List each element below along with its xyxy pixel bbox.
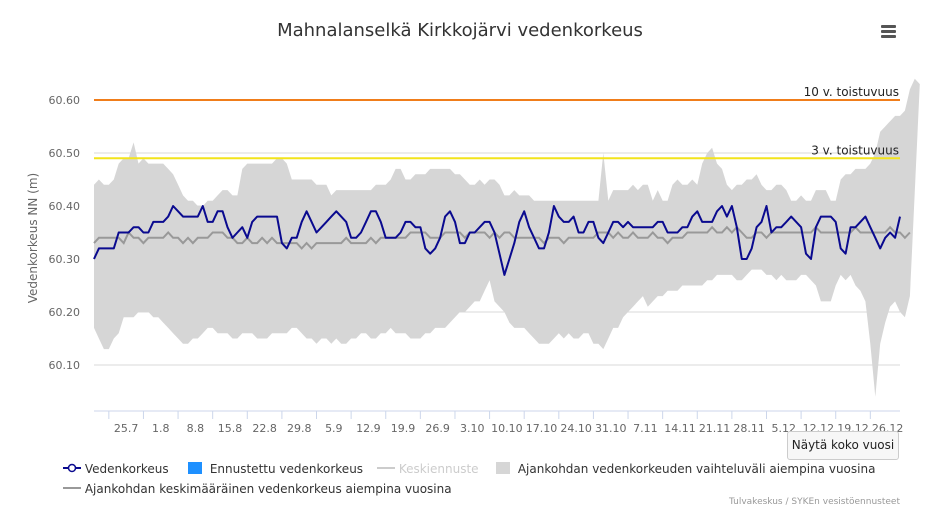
line-marker-icon [63,463,81,473]
x-tick-label: 22.8 [252,422,277,435]
y-tick-label: 60.30 [49,253,81,266]
x-tick-label: 7.11 [633,422,658,435]
legend-label: Vedenkorkeus [84,462,169,476]
average-line [93,225,911,250]
y-tick-label: 60.10 [49,359,81,372]
hamburger-menu-icon-bar [881,35,896,38]
hamburger-menu-icon-bar [881,30,896,33]
legend-label: Ajankohdan keskimääräinen vedenkorkeus a… [84,482,452,496]
line-icon [377,467,395,469]
x-tick-label: 17.10 [526,422,558,435]
legend-item-median-forecast[interactable]: Keskiennuste [377,462,479,476]
x-tick-label: 19.9 [391,422,416,435]
legend-label: Ennustettu vedenkorkeus [209,462,364,476]
x-axis-ticks: 25.7 1.8 8.8 15.8 22.8 29.8 5.9 12.9 19.9 26.9 3.1… [94,410,903,435]
x-tick-label: 21.11 [699,422,731,435]
legend-label: Keskiennuste [398,462,479,476]
average-line-group [93,225,911,250]
x-tick-label: 8.8 [187,422,205,435]
legend-item-forecast[interactable]: Ennustettu vedenkorkeus [188,462,363,476]
x-tick-label: 14.11 [664,422,696,435]
x-tick-label: 12.9 [356,422,381,435]
range-area-group [94,78,920,397]
x-tick-label: 28.11 [733,422,765,435]
x-tick-label: 24.10 [560,422,592,435]
square-swatch-icon [188,462,202,474]
threshold-label: 10 v. toistuvuus [804,85,899,99]
line-icon [63,487,81,489]
x-tick-label: 10.10 [491,422,523,435]
x-tick-label: 5.9 [325,422,343,435]
observed-line-group [93,205,901,276]
x-tick-label: 29.8 [287,422,312,435]
x-tick-label: 3.10 [460,422,485,435]
threshold-lines: 10 v. toistuvuus 3 v. toistuvuus [94,85,900,160]
y-tick-label: 60.60 [49,94,81,107]
credits-link[interactable]: Tulvakeskus / SYKEn vesistöennusteet [729,497,900,507]
x-tick-label: 15.8 [218,422,243,435]
chart-title: Mahnalanselkä Kirkkojärvi vedenkorkeus [277,20,643,41]
hamburger-menu-icon [881,25,896,28]
y-tick-label: 60.40 [49,200,81,213]
y-axis-title: Vedenkorkeus NN (m) [26,173,40,303]
show-full-year-button[interactable]: Näytä koko vuosi [787,431,899,460]
x-tick-label: 26.9 [425,422,450,435]
y-tick-label: 60.50 [49,147,81,160]
range-area [94,78,920,397]
legend-item-average[interactable]: Ajankohdan keskimääräinen vedenkorkeus a… [63,482,452,496]
observed-line [93,205,901,276]
x-tick-label: 31.10 [595,422,627,435]
legend-label: Ajankohdan vedenkorkeuden vaihteluväli a… [517,462,876,476]
chart-menu-button[interactable] [872,18,904,46]
y-axis-ticks: 60.10 60.20 60.30 60.40 60.50 60.60 [49,94,81,372]
y-tick-label: 60.20 [49,306,81,319]
x-tick-label: 1.8 [152,422,170,435]
threshold-label: 3 v. toistuvuus [811,143,899,157]
legend-item-observed[interactable]: Vedenkorkeus [63,462,169,476]
square-swatch-icon [496,462,510,474]
legend-item-range[interactable]: Ajankohdan vedenkorkeuden vaihteluväli a… [496,462,875,476]
x-tick-label: 25.7 [114,422,139,435]
